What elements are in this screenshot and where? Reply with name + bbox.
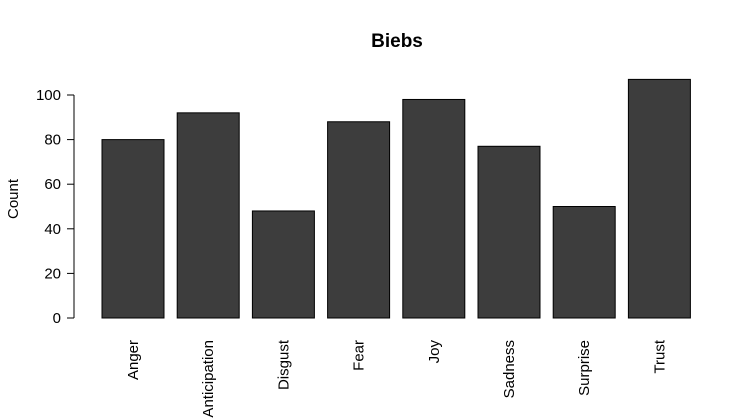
chart-title: Biebs xyxy=(371,31,423,52)
bar-anger xyxy=(101,139,165,319)
x-tick-label: Disgust xyxy=(275,339,292,390)
bar-surprise xyxy=(552,206,616,319)
y-axis-label: Count xyxy=(5,178,22,219)
x-tick-label: Joy xyxy=(426,340,443,364)
bar-sadness xyxy=(477,145,541,319)
x-tick-label: Anger xyxy=(125,340,142,380)
y-tick-label: 40 xyxy=(44,221,61,238)
y-tick-label: 80 xyxy=(44,132,61,149)
bar-anticipation xyxy=(176,112,240,319)
x-axis-labels: Anger Anticipation Disgust Fear Joy Sadness Su… xyxy=(125,339,668,417)
y-tick-label: 20 xyxy=(44,265,61,282)
x-tick-label: Anticipation xyxy=(200,340,217,418)
bars-group xyxy=(101,78,691,319)
y-tick-label: 0 xyxy=(53,310,61,327)
x-tick-label: Trust xyxy=(651,339,668,373)
bar-disgust xyxy=(251,210,315,319)
y-tick-label: 60 xyxy=(44,176,61,193)
x-tick-label: Surprise xyxy=(576,340,593,396)
bar-fear xyxy=(327,121,391,319)
y-axis-ticks: 0 20 40 60 80 100 xyxy=(36,87,74,327)
x-tick-label: Fear xyxy=(351,340,368,371)
x-tick-label: Sadness xyxy=(501,340,518,398)
bar-joy xyxy=(402,98,466,319)
bar-trust xyxy=(627,78,691,319)
y-tick-label: 100 xyxy=(36,87,61,104)
